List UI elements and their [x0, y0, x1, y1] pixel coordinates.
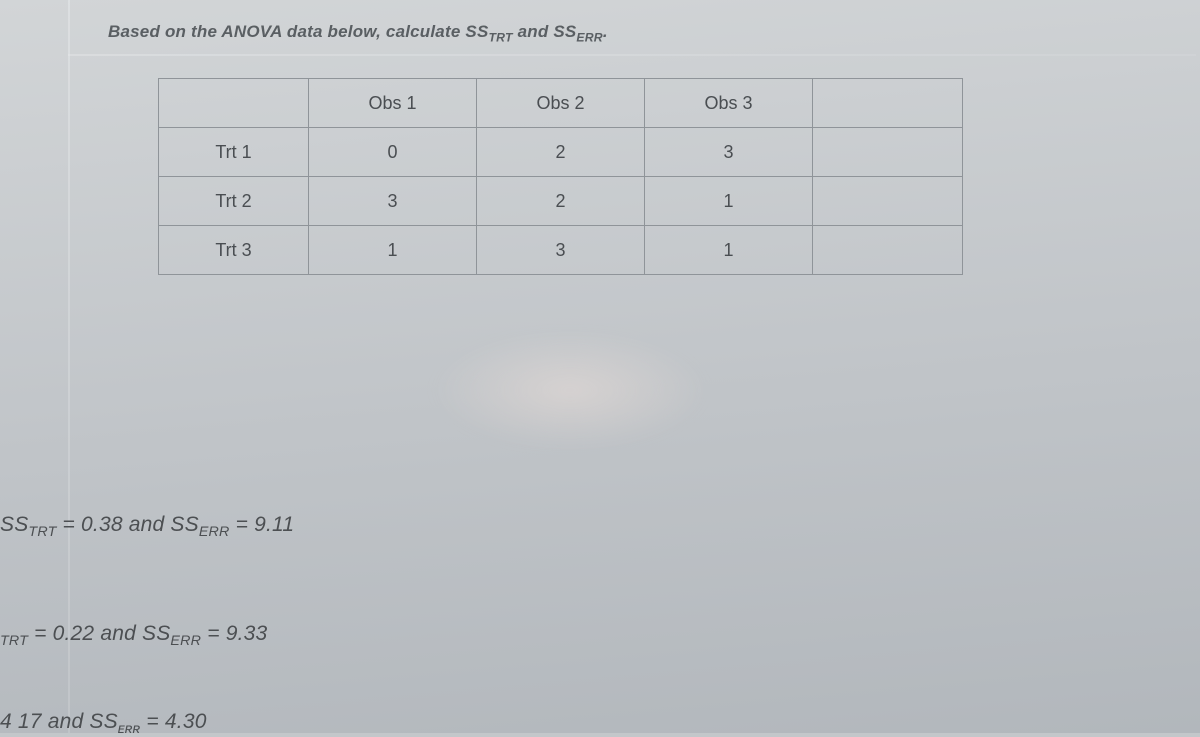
cell-tail: [813, 177, 963, 226]
opt1-a-val: = 0.38 and: [57, 513, 171, 536]
opt1-b-val: = 9.11: [230, 513, 295, 536]
row-label: Trt 2: [159, 177, 309, 226]
opt2-b-label: SS: [142, 622, 170, 645]
cell: 1: [645, 226, 813, 275]
table-row: Trt 2 3 2 1: [159, 177, 963, 226]
opt1-a-label: SS: [0, 513, 28, 536]
question-suffix: .: [603, 22, 608, 41]
anova-table: Obs 1 Obs 2 Obs 3 Trt 1 0 2 3 Trt 2 3 2 …: [158, 78, 963, 275]
opt3-b-val: = 4.30: [140, 710, 206, 733]
opt1-a-sub: TRT: [28, 524, 56, 540]
row-label: Trt 1: [159, 128, 309, 177]
cell: 2: [477, 128, 645, 177]
opt2-a-val: = 0.22 and: [28, 622, 142, 645]
page: Based on the ANOVA data below, calculate…: [0, 0, 1200, 733]
table-header-obs2: Obs 2: [477, 79, 645, 128]
opt2-a-sub: TRT: [0, 633, 28, 649]
cell: 1: [645, 177, 813, 226]
cell: 2: [477, 177, 645, 226]
question-sub-trt: TRT: [488, 30, 512, 44]
table-header-row: Obs 1 Obs 2 Obs 3: [159, 79, 963, 128]
table-header-blank: [159, 79, 309, 128]
opt1-b-sub: ERR: [199, 524, 230, 540]
opt3-b-sub: ᴇʀʀ: [118, 721, 141, 737]
cell: 0: [309, 128, 477, 177]
cell-tail: [813, 226, 963, 275]
opt3-a-val: 4 17 and SS: [0, 710, 118, 733]
cell: 3: [309, 177, 477, 226]
question-text: Based on the ANOVA data below, calculate…: [108, 22, 1008, 44]
cell: 1: [309, 226, 477, 275]
answer-option-2[interactable]: TRT = 0.22 and SSERR = 9.33: [0, 622, 267, 649]
row-label: Trt 3: [159, 226, 309, 275]
table-header-tail: [813, 79, 963, 128]
question-mid: and SS: [513, 22, 577, 41]
question-sub-err: ERR: [576, 30, 602, 44]
table-header-obs1: Obs 1: [309, 79, 477, 128]
table-row: Trt 3 1 3 1: [159, 226, 963, 275]
cell: 3: [645, 128, 813, 177]
glare-artifact: [430, 330, 710, 450]
opt2-b-val: = 9.33: [201, 622, 267, 645]
cell-tail: [813, 128, 963, 177]
table-row: Trt 1 0 2 3: [159, 128, 963, 177]
cell: 3: [477, 226, 645, 275]
table-header-obs3: Obs 3: [645, 79, 813, 128]
question-prefix: Based on the ANOVA data below, calculate…: [108, 22, 488, 41]
panel-edge-top: [68, 54, 1196, 56]
opt1-b-label: SS: [170, 513, 198, 536]
answer-option-1[interactable]: SSTRT = 0.38 and SSERR = 9.11: [0, 513, 294, 540]
opt2-b-sub: ERR: [170, 633, 201, 649]
